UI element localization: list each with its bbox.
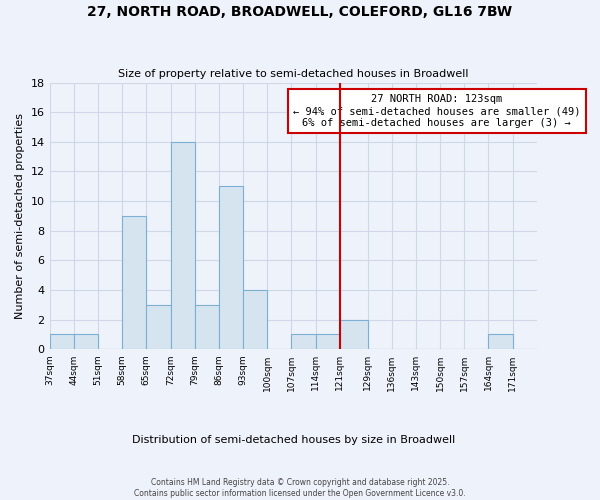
Bar <box>243 290 267 350</box>
Bar <box>74 334 98 349</box>
Bar <box>122 216 146 350</box>
Bar <box>488 334 512 349</box>
Bar <box>170 142 195 350</box>
Bar <box>340 320 368 350</box>
Text: Contains HM Land Registry data © Crown copyright and database right 2025.
Contai: Contains HM Land Registry data © Crown c… <box>134 478 466 498</box>
Bar <box>50 334 74 349</box>
Text: 27, NORTH ROAD, BROADWELL, COLEFORD, GL16 7BW: 27, NORTH ROAD, BROADWELL, COLEFORD, GL1… <box>88 5 512 19</box>
Bar <box>316 334 340 349</box>
Bar <box>219 186 243 350</box>
Bar <box>292 334 316 349</box>
Y-axis label: Number of semi-detached properties: Number of semi-detached properties <box>15 113 25 319</box>
Text: 27 NORTH ROAD: 123sqm
← 94% of semi-detached houses are smaller (49)
6% of semi-: 27 NORTH ROAD: 123sqm ← 94% of semi-deta… <box>293 94 580 128</box>
Bar <box>195 305 219 350</box>
Bar <box>146 305 170 350</box>
Title: Size of property relative to semi-detached houses in Broadwell: Size of property relative to semi-detach… <box>118 69 469 79</box>
X-axis label: Distribution of semi-detached houses by size in Broadwell: Distribution of semi-detached houses by … <box>131 435 455 445</box>
